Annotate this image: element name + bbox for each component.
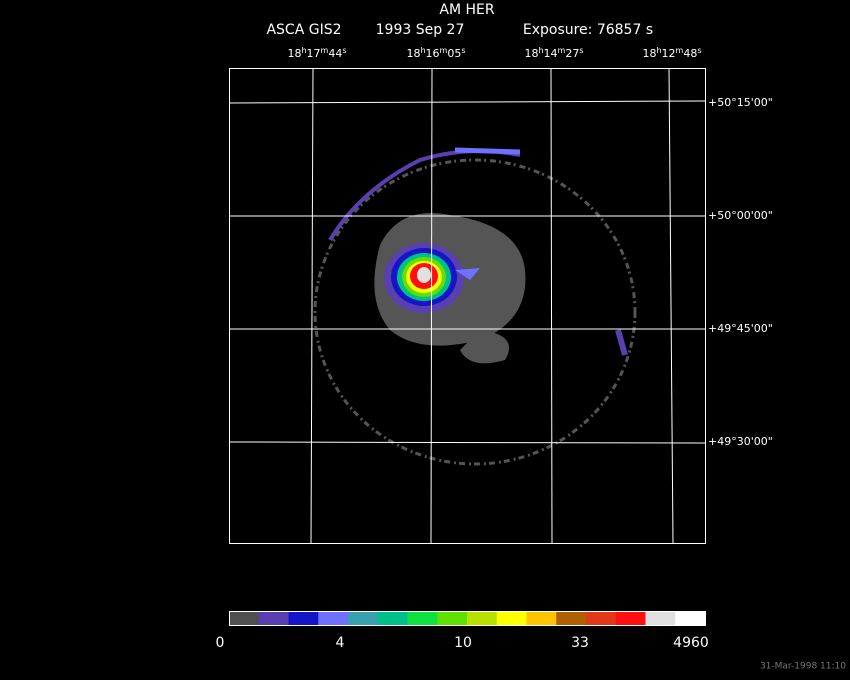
- ra-label: 18h14m27s: [524, 46, 583, 61]
- colorbar-label: 33: [571, 635, 589, 651]
- ra-label-part: s: [461, 46, 465, 55]
- ra-label-part: 16: [426, 47, 440, 60]
- ra-label-part: m: [440, 46, 448, 55]
- ra-label-part: 48: [683, 47, 697, 60]
- ra-label-part: 27: [565, 47, 579, 60]
- colorbar-label: 0: [216, 635, 225, 651]
- ra-label-part: 18: [287, 47, 301, 60]
- title: AM HER: [439, 2, 494, 18]
- colorbar-swatch: [229, 611, 260, 625]
- colorbar-swatch: [645, 611, 676, 625]
- dec-label: +49°45'00": [708, 322, 773, 335]
- dec-labels: +50°15'00" +50°00'00" +49°45'00" +49°30'00": [708, 96, 773, 448]
- colorbar-swatch: [556, 611, 587, 625]
- exposure: Exposure: 76857 s: [523, 22, 653, 38]
- colorbar-label: 4960: [673, 635, 709, 651]
- obs-date: 1993 Sep 27: [376, 22, 465, 38]
- colorbar-swatch: [288, 611, 319, 625]
- ra-label-part: 14: [544, 47, 558, 60]
- ra-label-part: 18: [642, 47, 656, 60]
- ra-label-part: s: [342, 46, 346, 55]
- colorbar-label: 4: [336, 635, 345, 651]
- ra-label: 18h17m44s: [287, 46, 346, 61]
- colorbar-label: 10: [454, 635, 472, 651]
- ra-label: 18h12m48s: [642, 46, 701, 61]
- ra-labels: 18h17m44s 18h16m05s 18h14m27s 18h12m48s: [287, 46, 701, 61]
- coordinate-grid: [228, 67, 706, 544]
- timestamp: 31-Mar-1998 11:10: [760, 662, 846, 672]
- ra-label-part: 18: [406, 47, 420, 60]
- ra-label-part: m: [558, 46, 566, 55]
- ra-label-part: m: [676, 46, 684, 55]
- dec-label: +50°00'00": [708, 209, 773, 222]
- ra-label-part: 05: [447, 47, 461, 60]
- ra-label-part: s: [579, 46, 583, 55]
- ra-label: 18h16m05s: [406, 46, 465, 61]
- colorbar-swatch: [407, 611, 438, 625]
- dec-label: +49°30'00": [708, 435, 773, 448]
- ra-label-part: h: [538, 46, 543, 55]
- dec-label: +50°15'00": [708, 96, 773, 109]
- ra-label-part: h: [301, 46, 306, 55]
- colorbar-swatch: [258, 611, 289, 625]
- colorbar-swatch: [348, 611, 379, 625]
- colorbar-swatch: [377, 611, 408, 625]
- ra-label-part: s: [697, 46, 701, 55]
- ra-label-part: 18: [524, 47, 538, 60]
- ra-label-part: h: [420, 46, 425, 55]
- colorbar-swatch: [318, 611, 349, 625]
- colorbar-swatch: [526, 611, 557, 625]
- instrument: ASCA GIS2: [266, 22, 341, 38]
- ra-label-part: h: [656, 46, 661, 55]
- colorbar-swatch: [586, 611, 617, 625]
- ra-label-part: m: [321, 46, 329, 55]
- colorbar-frame: [229, 611, 706, 626]
- ra-label-part: 17: [307, 47, 321, 60]
- colorbar-swatch: [437, 611, 468, 625]
- colorbar-swatch: [496, 611, 527, 625]
- ra-label-part: 44: [328, 47, 342, 60]
- colorbar: 0 4 10 33 4960: [216, 611, 709, 651]
- colorbar-swatch: [467, 611, 498, 625]
- ra-label-part: 12: [662, 47, 676, 60]
- colorbar-swatch: [675, 611, 706, 625]
- colorbar-swatch: [615, 611, 646, 625]
- image: [313, 147, 637, 466]
